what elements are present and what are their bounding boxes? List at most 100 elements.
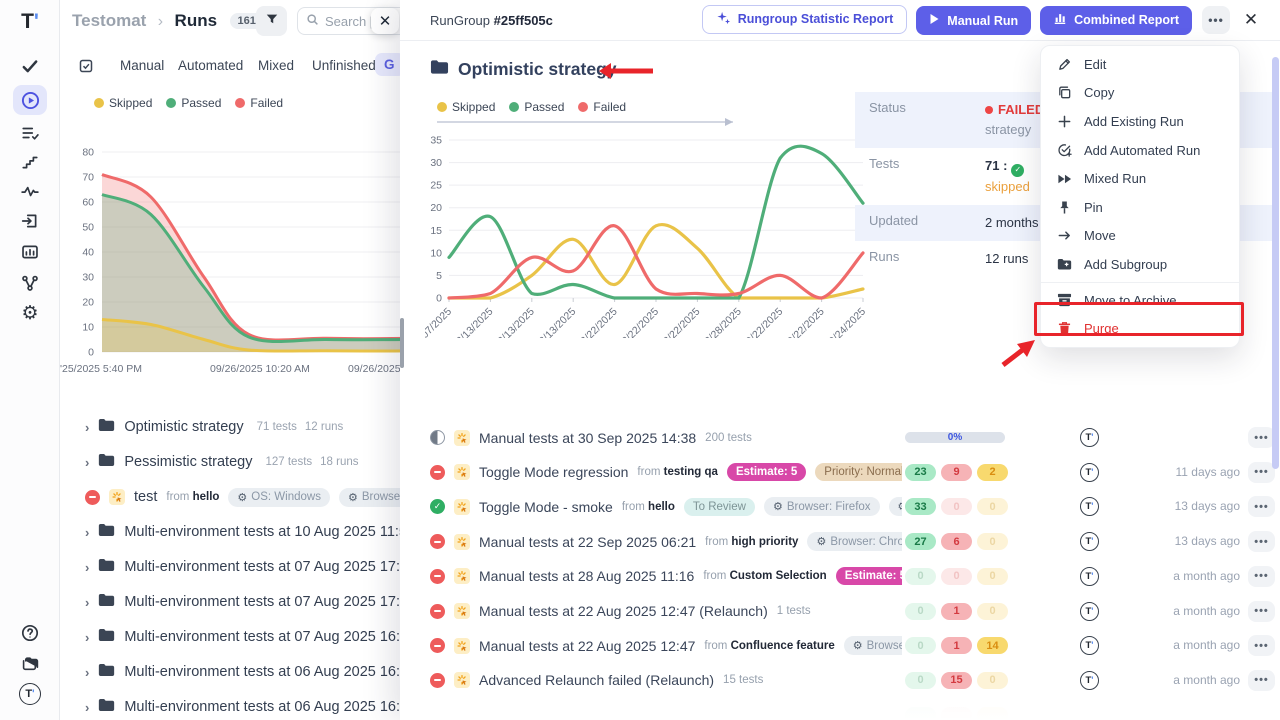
- tab-unfinished[interactable]: Unfinished: [312, 58, 376, 73]
- close-icon[interactable]: ✕: [371, 8, 399, 34]
- run-row[interactable]: Manual tests at 22 Aug 2025 12:47from Co…: [400, 628, 1280, 663]
- folder-icon: [98, 593, 115, 612]
- menu-item-mixed-run[interactable]: Mixed Run: [1041, 164, 1239, 193]
- legend-failed[interactable]: Failed: [235, 96, 283, 110]
- run-tests-count: 200 tests: [705, 432, 752, 444]
- row-more-button[interactable]: •••: [1248, 635, 1275, 656]
- run-title: Manual tests at 28 Aug 2025 11:16: [479, 568, 694, 584]
- pill-passed: 0: [905, 637, 936, 654]
- sidebar-pulse-analytics-icon[interactable]: [13, 176, 47, 206]
- tab-manual[interactable]: Manual: [120, 58, 164, 73]
- legend-skipped[interactable]: Skipped: [94, 96, 152, 110]
- in-progress-status-icon: [430, 430, 445, 445]
- panel-scrollbar[interactable]: [1272, 57, 1279, 469]
- tab-mixed[interactable]: Mixed: [258, 58, 294, 73]
- sidebar-tests-check-icon[interactable]: [13, 51, 47, 81]
- user-avatar[interactable]: T': [1080, 567, 1099, 586]
- detail-value: 71 :✓skipped: [985, 156, 1030, 197]
- run-row[interactable]: [400, 698, 1280, 720]
- row-more-button[interactable]: •••: [1248, 496, 1275, 517]
- rungroup-panel-header: RunGroup #25ff505c Rungroup Statistic Re…: [400, 0, 1280, 41]
- chevron-right-icon[interactable]: ›: [85, 455, 89, 470]
- settings-gear-icon: ⚙: [21, 304, 38, 324]
- menu-item-edit[interactable]: Edit: [1041, 50, 1239, 79]
- run-row[interactable]: Manual tests at 22 Aug 2025 12:47 (Relau…: [400, 594, 1280, 629]
- passed-status-icon: ✓: [430, 499, 445, 514]
- manual-run-button[interactable]: Manual Run: [916, 6, 1031, 35]
- pill-passed: 33: [905, 498, 936, 515]
- menu-item-pin[interactable]: Pin: [1041, 193, 1239, 222]
- svg-text:5: 5: [436, 270, 442, 282]
- legend-passed[interactable]: Passed: [166, 96, 221, 110]
- row-more-button[interactable]: •••: [1248, 601, 1275, 622]
- menu-item-move-to-archive[interactable]: Move to Archive: [1041, 286, 1239, 315]
- close-panel-icon[interactable]: ✕: [1238, 7, 1264, 33]
- result-pills: [905, 707, 1008, 720]
- sidebar-settings-gear-icon[interactable]: ⚙: [13, 299, 47, 329]
- menu-item-copy[interactable]: Copy: [1041, 79, 1239, 108]
- run-title: Toggle Mode - smoke: [479, 499, 613, 515]
- sidebar-import-icon[interactable]: [13, 206, 47, 236]
- pill-failed: 1: [941, 637, 972, 654]
- svg-text:40: 40: [82, 247, 94, 259]
- svg-text:30: 30: [82, 272, 94, 284]
- row-more-button[interactable]: •••: [1248, 531, 1275, 552]
- more-options-button[interactable]: •••: [1202, 6, 1230, 34]
- brand-testomat[interactable]: Testomat: [72, 11, 146, 30]
- menu-item-add-subgroup[interactable]: Add Subgroup: [1041, 250, 1239, 279]
- run-row[interactable]: Manual tests at 30 Sep 2025 14:38200 tes…: [400, 420, 1280, 455]
- menu-item-move[interactable]: Move: [1041, 222, 1239, 251]
- user-avatar[interactable]: T': [1080, 671, 1099, 690]
- chevron-right-icon[interactable]: ›: [85, 630, 89, 645]
- tab-automated[interactable]: Automated: [178, 58, 243, 73]
- user-avatar[interactable]: T': [1080, 497, 1099, 516]
- run-timestamp: 13 days ago: [1100, 499, 1240, 513]
- user-avatar[interactable]: T': [1080, 636, 1099, 655]
- user-avatar[interactable]: T': [1080, 532, 1099, 551]
- rungroup-statistic-report-button[interactable]: Rungroup Statistic Report: [702, 5, 908, 34]
- sidebar-projects-folder-icon[interactable]: [13, 648, 47, 678]
- row-more-button[interactable]: •••: [1248, 670, 1275, 691]
- filter-button[interactable]: [256, 6, 287, 36]
- svg-text:30: 30: [430, 157, 442, 169]
- run-badge: Priority: Normal: [815, 463, 902, 481]
- pill-failed: 15: [941, 672, 972, 689]
- chevron-right-icon[interactable]: ›: [85, 525, 89, 540]
- chevron-right-icon[interactable]: ›: [85, 420, 89, 435]
- sidebar-branch-icon[interactable]: [13, 268, 47, 298]
- detail-label: Tests: [869, 156, 985, 197]
- chevron-right-icon[interactable]: ›: [85, 700, 89, 715]
- combined-report-button[interactable]: Combined Report: [1040, 6, 1192, 35]
- user-avatar[interactable]: T': [1080, 463, 1099, 482]
- chevron-right-icon[interactable]: ›: [85, 665, 89, 680]
- run-row[interactable]: Advanced Relaunch failed (Relaunch)15 te…: [400, 663, 1280, 698]
- menu-item-add-automated-run[interactable]: Add Automated Run: [1041, 136, 1239, 165]
- run-row[interactable]: Manual tests at 22 Sep 2025 06:21from hi…: [400, 524, 1280, 559]
- menu-item-label: Move to Archive: [1084, 293, 1177, 308]
- run-type-icon[interactable]: [78, 58, 94, 79]
- sidebar-reports-chart-icon[interactable]: [13, 237, 47, 267]
- chevron-right-icon[interactable]: ›: [85, 560, 89, 575]
- sidebar-milestones-stairs-icon[interactable]: [13, 147, 47, 177]
- background-scrollbar[interactable]: [400, 318, 404, 368]
- svg-text:08/28/2025: 08/28/2025: [698, 306, 744, 338]
- row-more-button[interactable]: •••: [1248, 462, 1275, 483]
- run-row[interactable]: Toggle Mode regressionfrom testing qaEst…: [400, 455, 1280, 490]
- sidebar-help-icon[interactable]: [13, 618, 47, 648]
- rungroup-trend-chart: SkippedPassedFailed 3530252015105008/07/…: [425, 100, 870, 343]
- user-avatar[interactable]: T': [1080, 428, 1099, 447]
- sidebar-runs-play-icon[interactable]: [13, 85, 47, 115]
- run-row[interactable]: ✓Toggle Mode - smokefrom helloTo Review⚙…: [400, 489, 1280, 524]
- menu-item-add-existing-run[interactable]: Add Existing Run: [1041, 107, 1239, 136]
- menu-item-purge[interactable]: Purge: [1041, 314, 1239, 343]
- row-more-button[interactable]: •••: [1248, 427, 1275, 448]
- run-row[interactable]: Manual tests at 28 Aug 2025 11:16from Cu…: [400, 559, 1280, 594]
- sidebar-profile-avatar[interactable]: T': [13, 679, 47, 709]
- svg-text:08/13/2025: 08/13/2025: [491, 306, 537, 338]
- sidebar-plans-list-icon[interactable]: [13, 118, 47, 148]
- app-logo[interactable]: T': [13, 7, 47, 37]
- chevron-right-icon[interactable]: ›: [85, 595, 89, 610]
- row-more-button[interactable]: •••: [1248, 566, 1275, 587]
- menu-item-label: Add Existing Run: [1084, 114, 1184, 129]
- user-avatar[interactable]: T': [1080, 602, 1099, 621]
